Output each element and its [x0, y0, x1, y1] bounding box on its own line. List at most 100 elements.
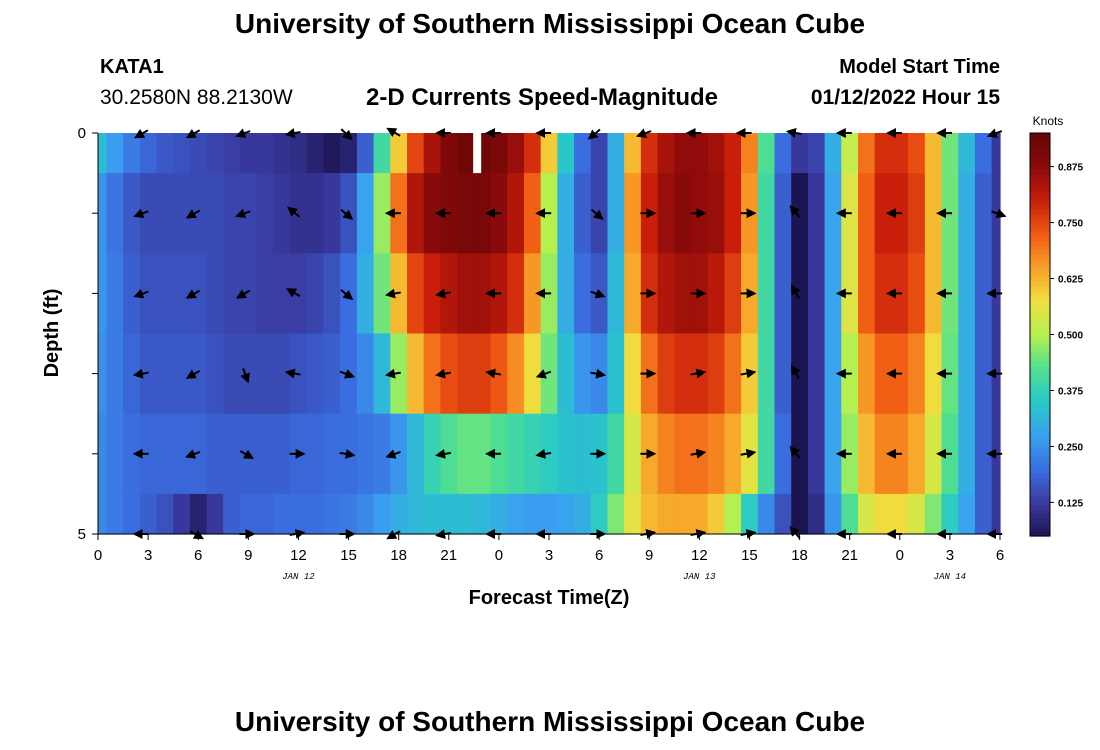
current-arrow: [235, 289, 251, 299]
heatmap-cell: [440, 493, 458, 535]
colorbar-tick-label: 0.250: [1058, 442, 1083, 453]
heatmap-cell: [540, 333, 558, 415]
colorbar-segment: [1030, 424, 1050, 430]
heatmap-cell: [206, 413, 224, 495]
heatmap-cell: [974, 493, 993, 535]
colorbar-segment: [1030, 258, 1050, 264]
colorbar-segment: [1030, 486, 1050, 492]
heatmap-cell: [256, 493, 274, 535]
colorbar-segment: [1030, 303, 1050, 309]
heatmap-cell: [239, 333, 258, 415]
x-tick-label: 15: [741, 547, 758, 564]
heatmap-cell: [858, 253, 876, 335]
current-arrow: [986, 128, 1003, 138]
heatmap-cell: [139, 333, 158, 415]
heatmap-cell: [98, 413, 107, 495]
colorbar-segment: [1030, 450, 1050, 456]
heatmap-cell: [256, 133, 274, 174]
heatmap-cell: [974, 413, 993, 495]
colorbar-segment: [1030, 267, 1050, 273]
heatmap-cell: [674, 333, 692, 415]
heatmap-cell: [340, 493, 358, 535]
heatmap-cell: [273, 333, 291, 415]
heatmap-cell: [106, 133, 124, 174]
heatmap-cell: [540, 493, 558, 535]
heatmap-cell: [774, 333, 792, 415]
heatmap-cell: [807, 493, 826, 535]
heatmap-cell: [574, 333, 592, 415]
heatmap-cell: [356, 493, 375, 535]
heatmap-cell: [624, 133, 642, 174]
heatmap-cell: [791, 253, 809, 335]
heatmap-cell: [624, 253, 642, 335]
heatmap-cell: [273, 253, 291, 335]
heatmap-cell: [457, 333, 475, 415]
heatmap-cell: [908, 413, 926, 495]
colorbar-segment: [1030, 468, 1050, 474]
heatmap-cell: [156, 493, 174, 535]
heatmap-cell: [173, 413, 191, 495]
heatmap-cell: [156, 253, 174, 335]
colorbar-segment: [1030, 338, 1050, 345]
colorbar-segment: [1030, 200, 1050, 206]
heatmap-cell: [173, 173, 191, 254]
heatmap-cell: [323, 133, 341, 174]
current-arrow: [133, 288, 149, 299]
colorbar-segment: [1030, 155, 1050, 161]
heatmap-cell: [858, 413, 876, 495]
heatmap-cell: [624, 493, 642, 535]
heatmap-cell: [724, 253, 742, 335]
colorbar-tick-label: 0.750: [1058, 219, 1083, 230]
heatmap-cell: [407, 333, 425, 415]
heatmap-cell: [223, 253, 241, 335]
current-arrow: [286, 288, 301, 298]
heatmap-cell: [507, 333, 525, 415]
heatmap-cell: [590, 133, 609, 174]
heatmap-cell: [523, 333, 542, 415]
heatmap-cell: [390, 133, 408, 174]
heatmap-cell: [574, 413, 592, 495]
colorbar-segment: [1030, 321, 1050, 327]
colorbar: Knots 0.125 0.250 0.375 0.500 0.625 0.750 0.87…: [1029, 114, 1083, 537]
heatmap-cell: [674, 133, 692, 174]
current-arrow: [185, 289, 201, 299]
heatmap-cell: [306, 493, 325, 535]
heatmap-cell: [173, 493, 191, 535]
colorbar-segment: [1030, 388, 1050, 394]
heatmap-cell: [924, 133, 943, 174]
x-tick-label: 3: [144, 547, 152, 564]
heatmap-cell: [757, 333, 776, 415]
heatmap-cell: [323, 333, 341, 415]
heatmap-cell: [98, 333, 107, 415]
heatmap-cell: [874, 173, 893, 254]
heatmap-cell: [607, 253, 625, 335]
current-arrow: [239, 449, 255, 460]
current-arrow: [690, 448, 707, 459]
colorbar-segment: [1030, 253, 1050, 259]
heatmap-cell: [824, 173, 842, 254]
colorbar-segment: [1030, 164, 1050, 170]
heatmap-cell: [624, 413, 642, 495]
colorbar-segment: [1030, 334, 1050, 340]
station-coordinates: 30.2580N 88.2130W: [100, 86, 293, 109]
heatmap-cell: [924, 333, 943, 415]
heatmap-cell: [774, 253, 792, 335]
heatmap-cell: [239, 493, 258, 535]
heatmap-cell: [440, 133, 458, 174]
heatmap-cell: [590, 173, 609, 254]
heatmap-cell: [874, 133, 893, 174]
colorbar-segment: [1030, 419, 1050, 425]
current-arrow: [785, 127, 802, 138]
heatmap-cell: [523, 173, 542, 254]
bottom-title: University of Southern Mississippi Ocean…: [234, 706, 866, 737]
colorbar-segment: [1030, 213, 1050, 219]
colorbar-segment: [1030, 168, 1050, 174]
current-arrow: [185, 209, 201, 219]
heatmap-cell: [507, 493, 525, 535]
current-arrow: [284, 368, 301, 379]
date-label: JAN 13: [683, 572, 716, 582]
colorbar-segment: [1030, 522, 1050, 528]
colorbar-tick-label: 0.875: [1058, 163, 1083, 174]
heatmap-cell: [423, 173, 442, 254]
heatmap-cell: [273, 493, 291, 535]
